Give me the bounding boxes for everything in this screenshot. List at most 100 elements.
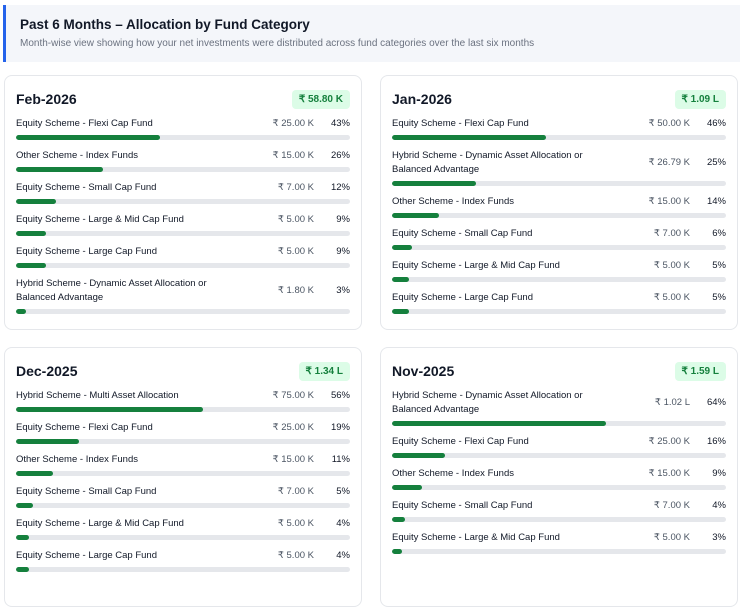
percentage: 16% [706,436,726,447]
percentage: 14% [706,196,726,207]
fund-category: Other Scheme - Index Funds [16,150,138,161]
progress-fill [392,309,409,314]
percentage: 26% [330,150,350,161]
progress-fill [16,167,103,172]
progress-track [16,439,350,444]
allocation-row: Other Scheme - Index Funds ₹ 15.00 K 9% [392,467,726,490]
amount: ₹ 7.00 K [653,228,690,239]
allocation-row: Equity Scheme - Small Cap Fund ₹ 7.00 K … [392,499,726,522]
progress-track [392,181,726,186]
percentage: 43% [330,118,350,129]
progress-fill [16,199,57,204]
amount: ₹ 1.80 K [277,285,314,296]
progress-track [392,453,726,458]
amount: ₹ 25.00 K [272,118,314,129]
amount: ₹ 26.79 K [648,157,690,168]
amount: ₹ 1.02 L [654,397,690,408]
percentage: 9% [712,468,726,479]
month-card: Feb-2026 ₹ 58.80 K Equity Scheme - Flexi… [4,75,362,330]
progress-fill [392,135,546,140]
progress-track [16,263,350,268]
allocation-row: Hybrid Scheme - Dynamic Asset Allocation… [392,389,726,426]
allocation-row: Equity Scheme - Flexi Cap Fund ₹ 25.00 K… [16,117,350,140]
amount: ₹ 5.00 K [653,292,690,303]
progress-fill [16,309,27,314]
percentage: 5% [712,292,726,303]
allocation-row: Equity Scheme - Small Cap Fund ₹ 7.00 K … [16,181,350,204]
progress-fill [16,231,47,236]
amount: ₹ 15.00 K [648,468,690,479]
allocation-row: Other Scheme - Index Funds ₹ 15.00 K 14% [392,195,726,218]
allocation-row: Equity Scheme - Large & Mid Cap Fund ₹ 5… [16,213,350,236]
progress-track [392,277,726,282]
fund-category: Equity Scheme - Large & Mid Cap Fund [16,214,184,225]
allocation-row: Equity Scheme - Small Cap Fund ₹ 7.00 K … [16,485,350,508]
allocation-row: Other Scheme - Index Funds ₹ 15.00 K 11% [16,453,350,476]
total-badge: ₹ 58.80 K [291,89,350,109]
amount: ₹ 15.00 K [272,454,314,465]
month-card: Dec-2025 ₹ 1.34 L Hybrid Scheme - Multi … [4,347,362,607]
percentage: 19% [330,422,350,433]
percentage: 4% [712,500,726,511]
section-title: Past 6 Months – Allocation by Fund Categ… [20,17,310,32]
progress-track [16,567,350,572]
card-header: Feb-2026 ₹ 58.80 K [16,89,350,109]
progress-track [392,485,726,490]
progress-track [16,407,350,412]
month-card: Nov-2025 ₹ 1.59 L Hybrid Scheme - Dynami… [380,347,738,607]
section-subtitle: Month-wise view showing how your net inv… [20,38,535,49]
allocation-row: Hybrid Scheme - Dynamic Asset Allocation… [392,149,726,186]
progress-track [16,167,350,172]
percentage: 12% [330,182,350,193]
progress-track [392,517,726,522]
percentage: 9% [336,246,350,257]
progress-track [392,421,726,426]
total-badge: ₹ 1.59 L [674,361,726,381]
amount: ₹ 5.00 K [277,518,314,529]
percentage: 3% [336,285,350,296]
allocation-row: Equity Scheme - Large & Mid Cap Fund ₹ 5… [392,259,726,282]
progress-track [392,135,726,140]
progress-fill [392,181,476,186]
percentage: 9% [336,214,350,225]
fund-category: Equity Scheme - Large & Mid Cap Fund [392,532,560,543]
month-label: Dec-2025 [16,363,78,379]
progress-fill [392,453,446,458]
progress-track [16,135,350,140]
allocation-row: Equity Scheme - Large Cap Fund ₹ 5.00 K … [16,245,350,268]
progress-track [392,245,726,250]
fund-category: Equity Scheme - Large Cap Fund [16,246,157,257]
progress-track [16,535,350,540]
amount: ₹ 75.00 K [272,390,314,401]
progress-track [16,199,350,204]
allocation-row: Equity Scheme - Large & Mid Cap Fund ₹ 5… [16,517,350,540]
progress-track [16,231,350,236]
allocation-row: Equity Scheme - Large & Mid Cap Fund ₹ 5… [392,531,726,554]
percentage: 64% [706,397,726,408]
allocation-row: Equity Scheme - Flexi Cap Fund ₹ 25.00 K… [392,435,726,458]
fund-category: Equity Scheme - Small Cap Fund [392,228,533,239]
percentage: 56% [330,390,350,401]
progress-fill [16,135,160,140]
progress-fill [392,421,606,426]
fund-category: Equity Scheme - Small Cap Fund [16,182,157,193]
fund-category: Equity Scheme - Small Cap Fund [392,500,533,511]
allocation-row: Equity Scheme - Small Cap Fund ₹ 7.00 K … [392,227,726,250]
allocation-row: Other Scheme - Index Funds ₹ 15.00 K 26% [16,149,350,172]
percentage: 25% [706,157,726,168]
fund-category: Other Scheme - Index Funds [392,468,514,479]
amount: ₹ 25.00 K [648,436,690,447]
amount: ₹ 7.00 K [277,486,314,497]
percentage: 11% [331,454,350,465]
percentage: 5% [336,486,350,497]
amount: ₹ 7.00 K [653,500,690,511]
progress-fill [16,407,204,412]
amount: ₹ 15.00 K [272,150,314,161]
fund-category: Hybrid Scheme - Dynamic Asset Allocation… [392,390,583,415]
progress-track [392,213,726,218]
progress-fill [392,245,413,250]
amount: ₹ 25.00 K [272,422,314,433]
amount: ₹ 5.00 K [277,246,314,257]
progress-track [16,309,350,314]
amount: ₹ 5.00 K [653,260,690,271]
